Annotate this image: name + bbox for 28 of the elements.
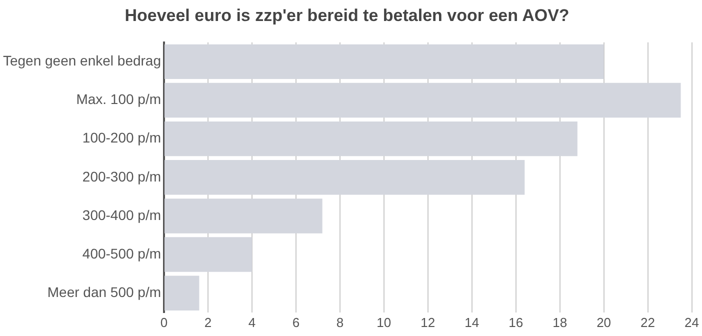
chart-title: Hoeveel euro is zzp'er bereid te betalen voor een AOV? [124,6,570,25]
x-tick-label: 2 [204,314,212,330]
x-tick-label: 24 [684,314,700,330]
x-tick-label: 6 [292,314,300,330]
y-tick-label: Max. 100 p/m [76,91,162,108]
bar [164,237,252,272]
bar [164,44,604,80]
x-tick-label: 4 [248,314,256,330]
x-tick-label: 10 [376,314,392,330]
bar [164,160,525,195]
y-tick-label: 100-200 p/m [82,130,162,146]
bar [164,276,200,310]
y-tick-label: 400-500 p/m [82,245,162,262]
x-tick-label: 14 [464,314,480,330]
y-tick-label: 200-300 p/m [82,168,162,184]
x-tick-label: 18 [552,314,568,330]
bar [164,121,578,156]
x-tick-label: 16 [508,314,524,330]
bar [164,82,681,118]
y-tick-label: 300-400 p/m [82,206,162,223]
x-tick-label: 22 [640,314,656,330]
y-tick-label: Tegen geen enkel bedrag [2,52,162,69]
x-tick-label: 8 [336,314,344,330]
y-tick-label: Meer dan 500 p/m [47,284,162,300]
x-tick-label: 12 [420,314,436,330]
x-tick-label: 20 [596,314,612,330]
x-tick-label: 0 [160,314,168,330]
bar [164,198,322,234]
